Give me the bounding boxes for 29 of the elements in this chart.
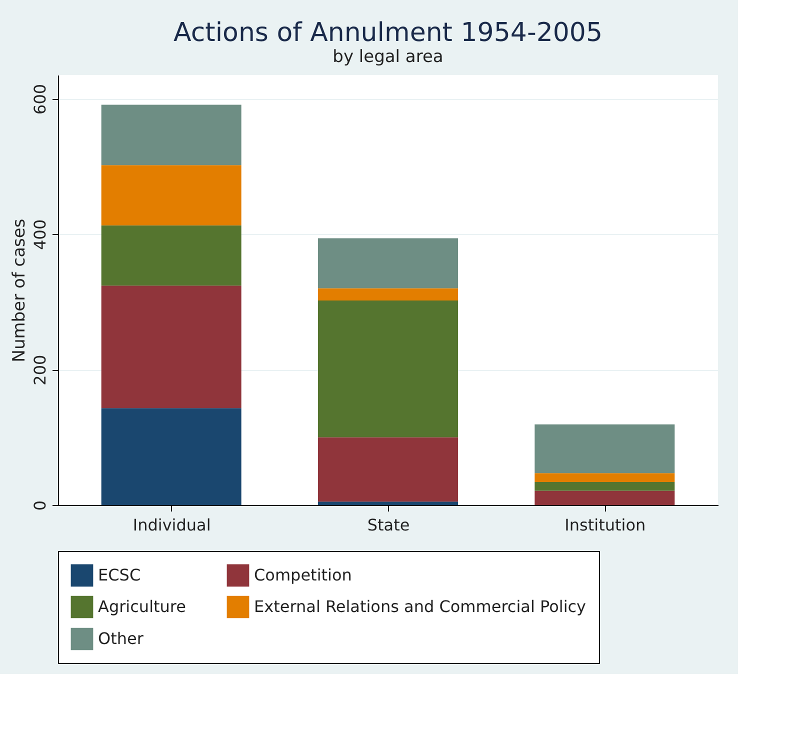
bar <box>318 288 458 300</box>
bar <box>534 424 675 474</box>
bar <box>101 225 242 286</box>
bar <box>101 104 242 166</box>
legend-label: ECSC <box>98 565 141 584</box>
bar <box>534 482 675 491</box>
y-tick-label: 400 <box>30 219 50 250</box>
bar <box>318 437 458 502</box>
legend-label: Competition <box>254 565 352 584</box>
bar <box>318 238 458 288</box>
y-tick-label: 0 <box>30 500 50 511</box>
chart-title: Actions of Annulment 1954-2005 <box>174 18 602 48</box>
legend-label: Agriculture <box>98 597 186 616</box>
bar <box>534 473 675 482</box>
legend-label: External Relations and Commercial Policy <box>254 597 586 616</box>
bar <box>534 490 675 505</box>
bar <box>318 502 458 505</box>
bar <box>101 408 242 505</box>
y-tick-label: 200 <box>30 354 50 386</box>
x-tick-label: Institution <box>564 516 646 534</box>
y-tick-label: 600 <box>30 84 50 114</box>
bar <box>101 165 242 226</box>
legend-label: Other <box>98 629 144 648</box>
chart-subtitle: by legal area <box>332 47 444 67</box>
bar <box>318 300 458 438</box>
y-axis-title: Number of cases <box>10 218 30 362</box>
bar <box>101 286 242 408</box>
x-tick-label: Individual <box>132 516 211 534</box>
x-tick-label: State <box>367 516 410 534</box>
